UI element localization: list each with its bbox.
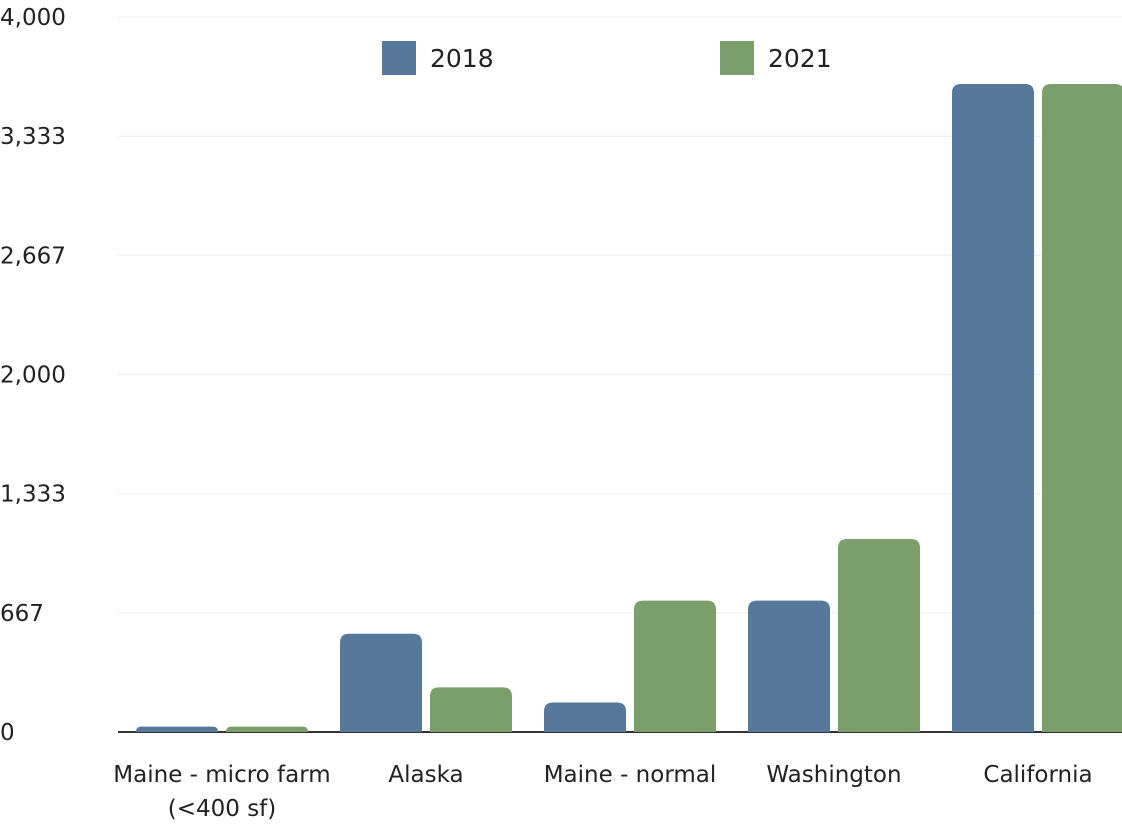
bar-2021 (634, 600, 716, 732)
legend-label: 2018 (430, 44, 494, 73)
bar-2018 (952, 84, 1034, 732)
legend-label: 2021 (768, 44, 832, 73)
bar-2021 (226, 726, 308, 732)
bar-2018 (748, 600, 830, 732)
x-tick-label: Alaska (388, 762, 463, 788)
bar-2021 (430, 687, 512, 732)
bar-2018 (544, 702, 626, 732)
y-tick-label: 667 (0, 601, 44, 627)
x-tick-label: Maine - normal (544, 762, 717, 788)
y-tick-label: 4,000 (0, 5, 66, 31)
bar-2021 (838, 538, 920, 732)
x-tick-label: Maine - micro farm (113, 762, 330, 788)
y-tick-label: 0 (0, 720, 15, 746)
x-tick-label: Washington (766, 762, 901, 788)
y-tick-label: 1,333 (0, 482, 66, 508)
x-tick-label: (<400 sf) (168, 796, 277, 821)
bar-2018 (136, 726, 218, 732)
legend-swatch (382, 41, 416, 75)
y-tick-label: 2,667 (0, 243, 66, 269)
y-tick-label: 3,333 (0, 124, 66, 150)
bar-2021 (1042, 84, 1122, 732)
legend-swatch (720, 41, 754, 75)
x-tick-label: California (983, 762, 1092, 788)
bar-2018 (340, 633, 422, 732)
y-tick-label: 2,000 (0, 363, 66, 389)
